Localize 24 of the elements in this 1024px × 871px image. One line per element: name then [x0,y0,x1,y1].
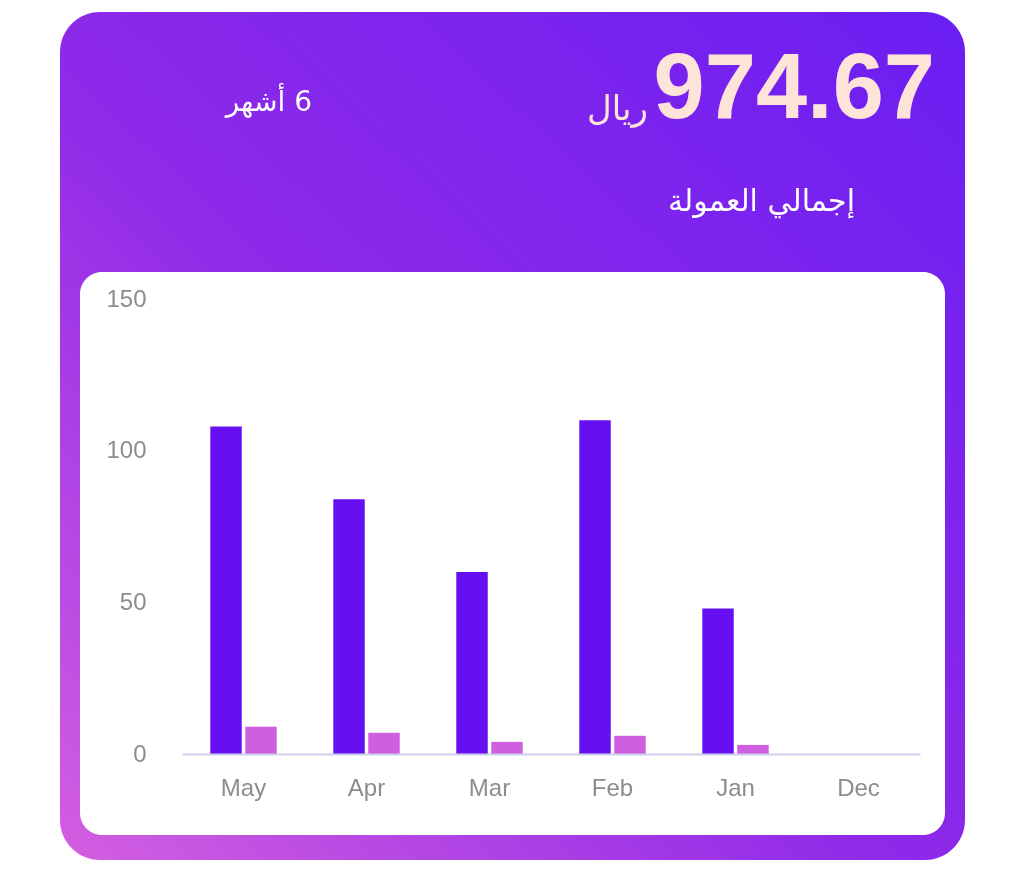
x-tick-label: Apr [347,773,386,801]
bar [702,608,734,754]
x-tick-label: May [220,773,267,801]
bar [333,499,365,754]
x-tick-label: Feb [591,773,634,801]
text: ريال [587,88,648,128]
x-tick-label: Dec [837,773,880,801]
x-tick-label: Mar [468,773,511,801]
bar [210,426,242,754]
text: 974.67 [653,35,935,137]
y-tick-label: 150 [106,284,147,312]
chart-title: إجمالي العمولة [667,183,855,219]
x-tick-label: Jan [716,773,755,801]
bar [245,726,277,754]
y-tick-label: 100 [106,436,147,464]
y-tick-label: 50 [119,587,147,615]
bar [737,744,769,754]
y-tick-label: 0 [133,739,147,767]
bar [456,572,488,754]
bar [614,735,646,754]
bar [368,732,400,754]
bar [579,420,611,754]
text: 6 أشهر [223,82,312,118]
bar [491,741,523,754]
